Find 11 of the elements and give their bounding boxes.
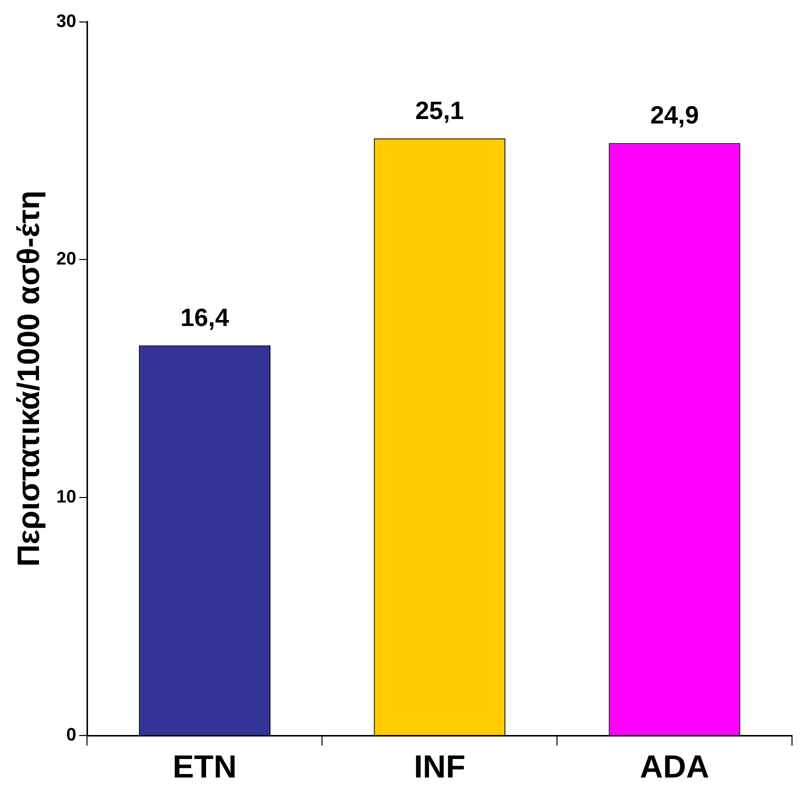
x-tick-label: ADA: [640, 748, 710, 785]
data-label: 24,9: [650, 102, 699, 130]
data-label: 25,1: [415, 96, 464, 125]
y-tick-label: 20: [56, 248, 76, 269]
x-tick-label: INF: [414, 748, 466, 785]
x-tick-label: ETN: [172, 748, 237, 785]
y-tick-label: 30: [56, 10, 76, 31]
y-tick-label: 10: [56, 486, 76, 507]
data-label: 16,4: [180, 304, 230, 332]
y-tick-label: 0: [66, 724, 76, 745]
y-axis-title: Περιστατικά/1000 ασθ-έτη: [11, 190, 46, 567]
